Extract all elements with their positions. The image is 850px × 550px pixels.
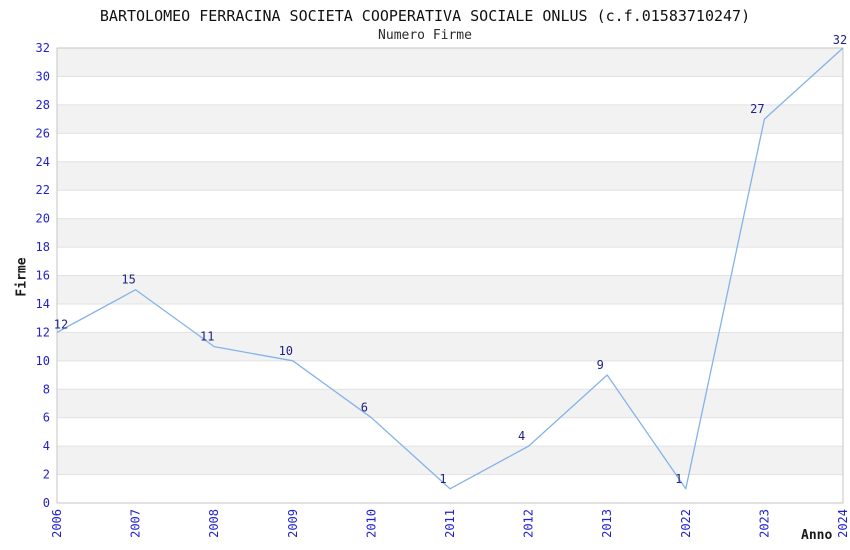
y-tick-label: 18: [36, 240, 50, 254]
data-point-label: 32: [833, 33, 847, 47]
y-tick-label: 14: [36, 297, 50, 311]
data-line: [56, 47, 844, 490]
plot-band: [57, 104, 843, 134]
plot-band: [57, 133, 843, 162]
plot-band: [57, 332, 843, 361]
plot-band: [57, 247, 843, 276]
y-tick-label: 12: [36, 325, 50, 339]
x-tick-label: 2009: [286, 509, 300, 538]
x-tick-label: 2024: [836, 509, 850, 538]
data-point-label: 11: [200, 330, 214, 344]
y-tick-label: 22: [36, 183, 50, 197]
chart-subtitle: Numero Firme: [378, 28, 472, 43]
x-tick-label: 2022: [679, 509, 693, 538]
y-tick-label: 28: [36, 98, 50, 112]
plot-band: [57, 446, 843, 475]
x-tick-label: 2023: [757, 509, 771, 538]
y-tick-label: 2: [43, 468, 50, 482]
y-tick-label: 0: [43, 496, 50, 510]
y-tick-label: 6: [43, 411, 50, 425]
plot-band: [57, 161, 843, 191]
y-tick-label: 30: [36, 69, 50, 83]
x-tick-label: 2008: [207, 509, 221, 538]
data-point-label: 27: [750, 102, 764, 116]
plot-band: [57, 190, 843, 219]
y-tick-label: 20: [36, 212, 50, 226]
plot-band: [57, 76, 843, 105]
plot-band: [57, 389, 843, 418]
data-point-label: 10: [279, 344, 293, 358]
data-point-label: 9: [597, 358, 604, 372]
y-tick-label: 10: [36, 354, 50, 368]
y-tick-label: 24: [36, 155, 50, 169]
x-tick-label: 2011: [443, 509, 457, 538]
y-tick-label: 32: [36, 41, 50, 55]
x-axis-label: Anno: [801, 528, 833, 543]
x-tick-label: 2010: [364, 509, 378, 538]
plot-band: [57, 48, 843, 77]
plot-border: [56, 47, 844, 504]
x-tick-label: 2007: [129, 509, 143, 538]
data-point-label: 15: [121, 273, 135, 287]
plot-band: [57, 218, 843, 248]
data-point-label: 1: [675, 472, 682, 486]
y-tick-label: 4: [43, 439, 50, 453]
chart-title: BARTOLOMEO FERRACINA SOCIETA COOPERATIVA…: [99, 7, 751, 25]
x-tick-label: 2006: [50, 509, 64, 538]
plot-band: [57, 275, 843, 304]
plot-band: [57, 360, 843, 390]
data-point-label: 6: [361, 401, 368, 415]
y-tick-label: 26: [36, 126, 50, 140]
data-point-label: 4: [518, 429, 525, 443]
x-tick-label: 2013: [600, 509, 614, 538]
y-tick-label: 16: [36, 269, 50, 283]
y-tick-label: 8: [43, 382, 50, 396]
plot-band: [57, 417, 843, 447]
data-point-label: 1: [439, 472, 446, 486]
data-point-label: 12: [54, 317, 68, 331]
x-tick-label: 2012: [522, 509, 536, 538]
